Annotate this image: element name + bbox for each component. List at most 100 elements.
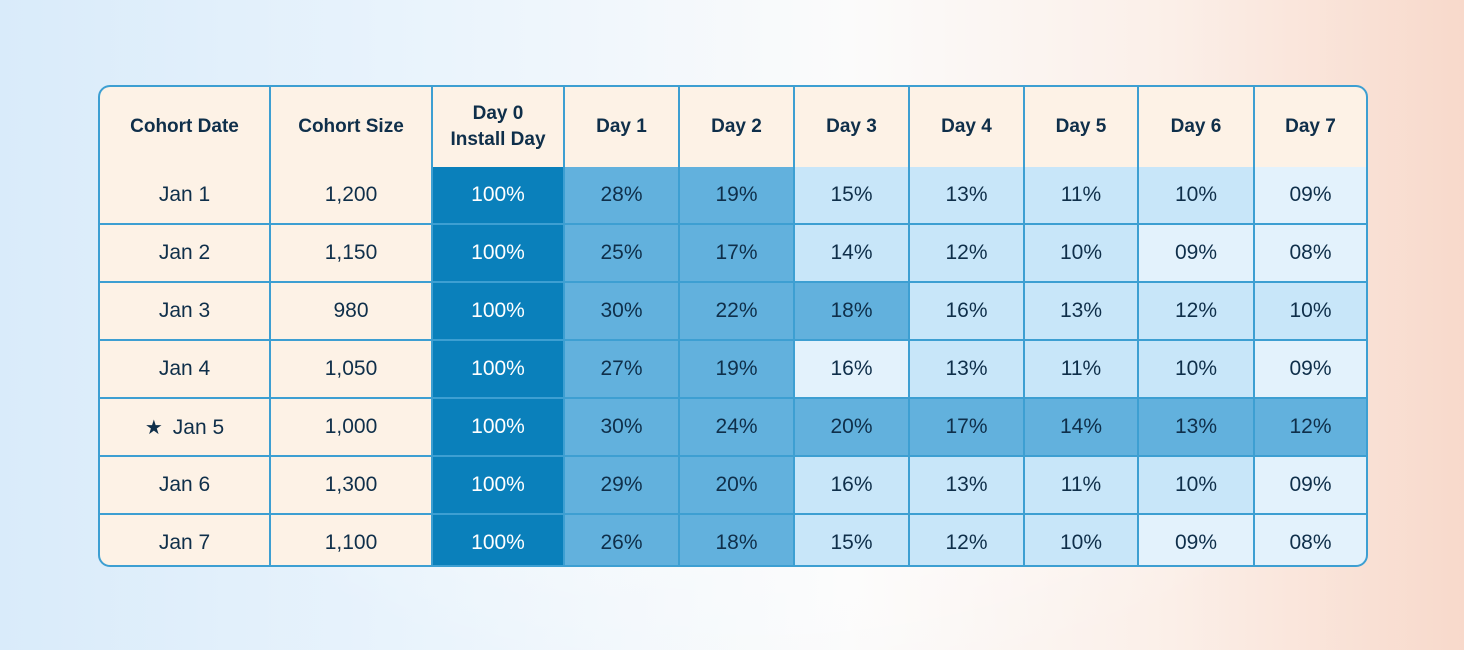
column-header: Day 2 <box>678 87 795 167</box>
retention-cell: 09% <box>1253 455 1366 515</box>
retention-cell: 30% <box>563 397 680 457</box>
table-row: ★ Jan 5 1,000 100% 30% 24% 20% 17% 14% 13% 12% <box>100 397 1366 457</box>
retention-cell: 100% <box>431 339 565 399</box>
column-header: Day 4 <box>908 87 1025 167</box>
retention-cell: 13% <box>1023 281 1139 341</box>
retention-cell: 09% <box>1137 223 1255 283</box>
retention-cell: 08% <box>1253 223 1366 283</box>
column-header: Day 1 <box>563 87 680 167</box>
cohort-date-text: Jan 5 <box>172 415 225 439</box>
cohort-date-text: Jan 7 <box>158 531 211 554</box>
column-header: Day 7 <box>1253 87 1366 167</box>
column-header: Day 3 <box>793 87 910 167</box>
cohort-size-cell: 1,300 <box>269 455 433 515</box>
retention-cell: 10% <box>1137 339 1255 399</box>
column-header-text: Day 5 <box>1055 116 1107 137</box>
cohort-date-text: Jan 1 <box>158 183 211 206</box>
cohort-size-cell: 1,150 <box>269 223 433 283</box>
retention-cell: 100% <box>431 167 565 225</box>
retention-grid: Cohort Date Cohort Size Day 0 Install Day Da… <box>100 87 1366 565</box>
cohort-retention-table: Cohort Date Cohort Size Day 0 Install Day Da… <box>98 85 1368 567</box>
cohort-size-cell: 1,100 <box>269 513 433 565</box>
retention-cell: 29% <box>563 455 680 515</box>
retention-cell: 10% <box>1137 455 1255 515</box>
retention-cell: 14% <box>1023 397 1139 457</box>
table-row: Jan 4 1,050 100% 27% 19% 16% 13% 11% 10% 09% <box>100 339 1366 399</box>
retention-cell: 16% <box>793 339 910 399</box>
column-header-text: Day 3 <box>826 116 877 137</box>
column-header-text: Day 6 <box>1170 116 1222 137</box>
retention-cell: 09% <box>1253 339 1366 399</box>
retention-cell: 11% <box>1023 339 1139 399</box>
retention-cell: 12% <box>908 223 1025 283</box>
retention-cell: 28% <box>563 167 680 225</box>
retention-cell: 19% <box>678 339 795 399</box>
cohort-date-cell: Jan 4 <box>100 339 271 399</box>
column-header-text: Day 0 <box>472 103 524 124</box>
retention-cell: 27% <box>563 339 680 399</box>
retention-cell: 11% <box>1023 455 1139 515</box>
table-row: Jan 7 1,100 100% 26% 18% 15% 12% 10% 09% 08% <box>100 513 1366 565</box>
retention-cell: 17% <box>678 223 795 283</box>
column-header-text: Day 7 <box>1285 116 1336 137</box>
retention-cell: 10% <box>1253 281 1366 341</box>
retention-cell: 11% <box>1023 167 1139 225</box>
column-header: Day 6 <box>1137 87 1255 167</box>
cohort-size-cell: 1,200 <box>269 167 433 225</box>
cohort-date-text: Jan 3 <box>158 299 211 322</box>
column-header-text: Cohort Date <box>130 116 239 137</box>
retention-cell: 13% <box>908 167 1025 225</box>
retention-cell: 100% <box>431 281 565 341</box>
table-row: Jan 2 1,150 100% 25% 17% 14% 12% 10% 09% 08% <box>100 223 1366 283</box>
retention-cell: 30% <box>563 281 680 341</box>
retention-cell: 13% <box>908 339 1025 399</box>
retention-cell: 12% <box>1253 397 1366 457</box>
retention-cell: 100% <box>431 455 565 515</box>
column-header: Day 5 <box>1023 87 1139 167</box>
cohort-date-cell: Jan 1 <box>100 167 271 225</box>
retention-cell: 26% <box>563 513 680 565</box>
column-header-text: Day 2 <box>711 116 762 137</box>
cohort-date-cell: Jan 3 <box>100 281 271 341</box>
retention-cell: 100% <box>431 223 565 283</box>
column-header-text: Day 4 <box>941 116 992 137</box>
retention-cell: 20% <box>793 397 910 457</box>
retention-cell: 100% <box>431 397 565 457</box>
header-row: Cohort Date Cohort Size Day 0 Install Day Da… <box>100 87 1366 167</box>
retention-cell: 100% <box>431 513 565 565</box>
column-header: Cohort Size <box>269 87 433 167</box>
cohort-date-cell: Jan 6 <box>100 455 271 515</box>
cohort-date-text: Jan 2 <box>158 241 211 264</box>
retention-cell: 12% <box>1137 281 1255 341</box>
column-header-text: Cohort Size <box>298 116 404 137</box>
cohort-date-cell: Jan 2 <box>100 223 271 283</box>
retention-cell: 20% <box>678 455 795 515</box>
retention-cell: 24% <box>678 397 795 457</box>
retention-cell: 22% <box>678 281 795 341</box>
cohort-size-cell: 1,050 <box>269 339 433 399</box>
cohort-date-cell: Jan 7 <box>100 513 271 565</box>
star-icon: ★ <box>144 416 163 439</box>
retention-cell: 14% <box>793 223 910 283</box>
table-body: Jan 1 1,200 100% 28% 19% 15% 13% 11% 10% 09% Jan 2… <box>100 167 1366 565</box>
retention-cell: 13% <box>1137 397 1255 457</box>
retention-cell: 16% <box>908 281 1025 341</box>
retention-cell: 10% <box>1023 223 1139 283</box>
cohort-date-cell: ★ Jan 5 <box>100 397 271 457</box>
table-row: Jan 3 980 100% 30% 22% 18% 16% 13% 12% 10% <box>100 281 1366 341</box>
retention-cell: 09% <box>1253 167 1366 225</box>
retention-cell: 18% <box>678 513 795 565</box>
retention-cell: 15% <box>793 167 910 225</box>
retention-cell: 10% <box>1023 513 1139 565</box>
cohort-size-cell: 1,000 <box>269 397 433 457</box>
table-row: Jan 6 1,300 100% 29% 20% 16% 13% 11% 10% 09% <box>100 455 1366 515</box>
retention-cell: 16% <box>793 455 910 515</box>
retention-cell: 13% <box>908 455 1025 515</box>
cohort-date-text: Jan 4 <box>158 357 211 380</box>
column-header-text: Day 1 <box>596 116 647 137</box>
retention-cell: 18% <box>793 281 910 341</box>
retention-cell: 12% <box>908 513 1025 565</box>
column-header-text: Install Day <box>450 129 546 150</box>
table-row: Jan 1 1,200 100% 28% 19% 15% 13% 11% 10% 09% <box>100 167 1366 225</box>
retention-cell: 19% <box>678 167 795 225</box>
